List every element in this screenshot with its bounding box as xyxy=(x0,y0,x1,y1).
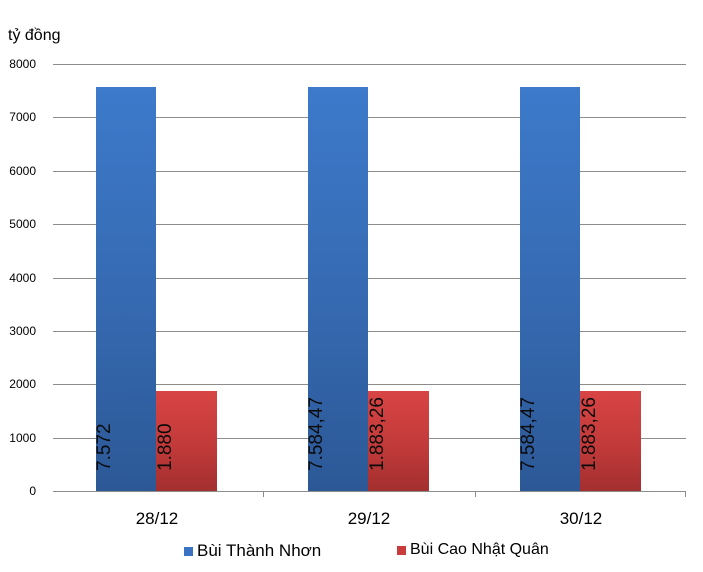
x-label-28-12: 28/12 xyxy=(135,509,179,528)
legend-item-bui-cao-nhat-quan: Bùi Cao Nhật Quân xyxy=(397,541,549,559)
y-tick-3000: 3000 xyxy=(9,324,36,338)
gridline xyxy=(53,64,686,65)
x-label-29-12: 29/12 xyxy=(347,509,391,528)
y-tick-7000: 7000 xyxy=(9,110,36,124)
x-axis-tick xyxy=(685,491,686,497)
y-tick-5000: 5000 xyxy=(9,217,36,231)
bar-bui-thanh-nhon-30-12: 7.584,47 xyxy=(518,87,580,491)
x-axis-line xyxy=(53,491,686,492)
bar-bui-cao-nhat-quan-29-12: 1.883,26 xyxy=(367,391,429,491)
x-label-30-12: 30/12 xyxy=(559,509,603,528)
legend-swatch-red-icon xyxy=(397,545,406,555)
gridline xyxy=(53,171,686,172)
bar-value-label: 7.572 xyxy=(94,423,115,471)
y-tick-4000: 4000 xyxy=(9,271,36,285)
gridline xyxy=(53,117,686,118)
bar-value-label: 1.883,26 xyxy=(367,397,388,471)
legend-label: Bùi Cao Nhật Quân xyxy=(410,541,549,558)
x-axis-tick xyxy=(475,491,476,497)
bar-bui-thanh-nhon-28-12: 7.572 xyxy=(94,87,156,491)
bar-value-label: 7.584,47 xyxy=(306,397,327,471)
legend-label: Bùi Thành Nhơn xyxy=(197,541,322,560)
y-tick-8000: 8000 xyxy=(9,57,36,71)
y-tick-2000: 2000 xyxy=(9,377,36,391)
y-tick-1000: 1000 xyxy=(9,431,36,445)
bar-value-label: 7.584,47 xyxy=(518,397,539,471)
y-tick-0: 0 xyxy=(29,484,36,498)
bar-bui-cao-nhat-quan-30-12: 1.883,26 xyxy=(579,391,641,491)
bar-bui-cao-nhat-quan-28-12: 1.880 xyxy=(155,391,217,491)
gridline xyxy=(53,278,686,279)
y-axis-unit-label: tỷ đồng xyxy=(8,27,61,44)
gridline xyxy=(53,331,686,332)
gridline xyxy=(53,224,686,225)
x-axis-tick xyxy=(263,491,264,497)
bar-value-label: 1.880 xyxy=(155,423,176,471)
legend-item-bui-thanh-nhon: Bùi Thành Nhơn xyxy=(184,541,321,561)
legend-swatch-blue-icon xyxy=(184,546,193,556)
bar-bui-thanh-nhon-29-12: 7.584,47 xyxy=(306,87,368,491)
bar-value-label: 1.883,26 xyxy=(579,397,600,471)
y-tick-6000: 6000 xyxy=(9,164,36,178)
gridline xyxy=(53,384,686,385)
